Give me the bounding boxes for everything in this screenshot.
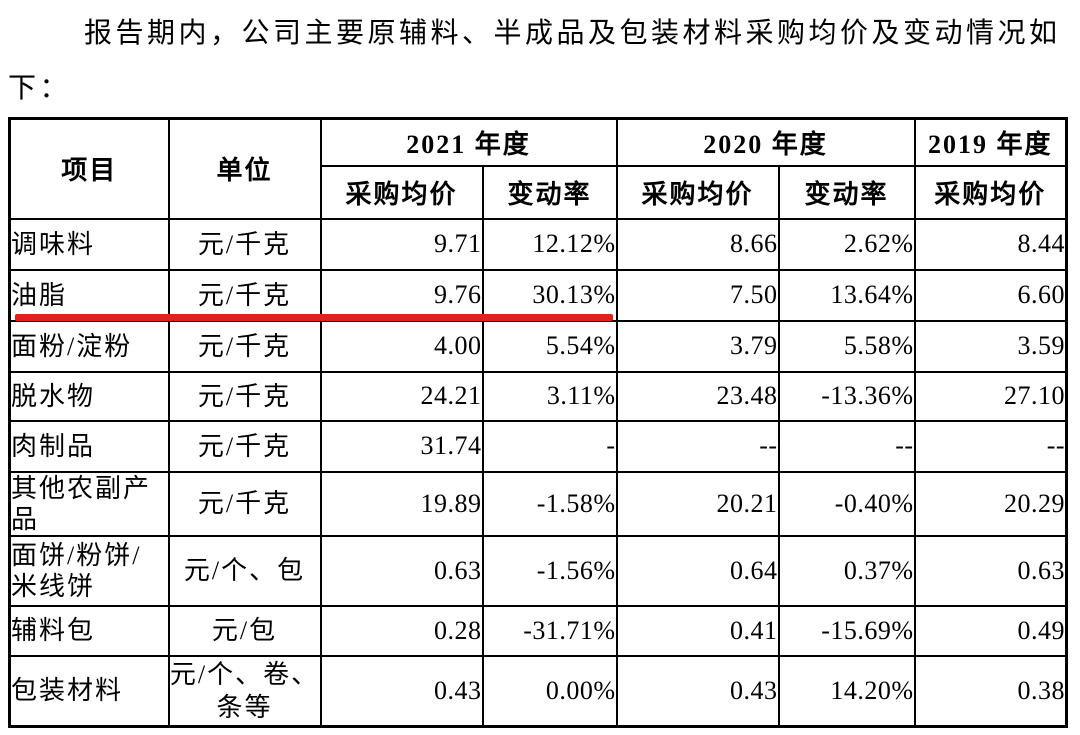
procurement-price-table: 项目 单位 2021 年度 2020 年度 2019 年度 采购均价 变动率 采… — [8, 117, 1069, 728]
price-2021-cell: 24.21 — [319, 370, 484, 422]
table-row: 面粉/淀粉 元/千克 4.00 5.54% 3.79 5.58% 3.59 — [8, 319, 1068, 373]
price-2020-cell: 0.41 — [615, 604, 780, 657]
table-row: 其他农副产品 元/千克 19.89 -1.58% 20.21 -0.40% 20.29 — [8, 470, 1068, 537]
price-2020-cell: 0.43 — [615, 654, 780, 728]
change-2021-cell: - — [481, 419, 618, 473]
unit-cell: 元/千克 — [167, 217, 322, 271]
unit-cell: 元/千克 — [167, 419, 322, 473]
header-year-2020: 2020 年度 — [615, 117, 916, 167]
header-row-metrics: 采购均价 变动率 采购均价 变动率 采购均价 — [10, 164, 1068, 220]
price-2019-cell: 3.59 — [913, 319, 1068, 373]
table-row: 油脂 元/千克 9.76 30.13% 7.50 13.64% 6.60 — [8, 268, 1068, 322]
table-header: 项目 单位 2021 年度 2020 年度 2019 年度 采购均价 变动率 采… — [8, 117, 1068, 220]
table-row: 面饼/粉饼/米线饼 元/个、包 0.63 -1.56% 0.64 0.37% 0.63 — [8, 534, 1068, 607]
unit-cell: 元/千克 — [167, 470, 322, 537]
change-2021-cell: 3.11% — [481, 370, 618, 422]
price-2021-cell: 9.71 — [319, 217, 484, 271]
change-2020-cell: 13.64% — [777, 268, 916, 322]
header-avg-price-2019: 采购均价 — [913, 164, 1068, 220]
unit-cell: 元/个、卷、条等 — [167, 654, 322, 728]
price-2021-cell: 0.63 — [319, 534, 484, 607]
item-cell: 其他农副产品 — [8, 470, 170, 537]
table-row: 包装材料 元/个、卷、条等 0.43 0.00% 0.43 14.20% 0.38 — [8, 654, 1068, 728]
price-2021-cell: 4.00 — [319, 319, 484, 373]
header-avg-price-2021: 采购均价 — [319, 164, 484, 220]
change-2020-cell: 2.62% — [777, 217, 916, 271]
header-year-2021: 2021 年度 — [319, 117, 618, 167]
change-2021-cell: 5.54% — [481, 319, 618, 373]
price-2020-cell: 0.64 — [615, 534, 780, 607]
item-cell: 调味料 — [8, 217, 170, 271]
price-2019-cell: 0.63 — [913, 534, 1068, 607]
unit-cell: 元/千克 — [167, 268, 322, 322]
price-2020-cell: 23.48 — [615, 370, 780, 422]
item-cell: 面饼/粉饼/米线饼 — [8, 534, 170, 607]
price-2021-cell: 9.76 — [319, 268, 484, 322]
table-row: 肉制品 元/千克 31.74- -- -- -- — [8, 419, 1068, 473]
highlight-underline — [15, 314, 613, 321]
change-2020-cell: -15.69% — [777, 604, 916, 657]
change-2021-cell: -31.71% — [481, 604, 618, 657]
price-2021-cell: 19.89 — [319, 470, 484, 537]
change-2020-cell: 0.37% — [777, 534, 916, 607]
change-2020-cell: -13.36% — [777, 370, 916, 422]
header-change-rate-2021: 变动率 — [481, 164, 618, 220]
unit-cell: 元/千克 — [167, 319, 322, 373]
price-2020-cell: -- — [615, 419, 780, 473]
price-2019-cell: -- — [913, 419, 1068, 473]
item-cell: 肉制品 — [8, 419, 170, 473]
price-2019-cell: 6.60 — [913, 268, 1068, 322]
item-cell: 脱水物 — [8, 370, 170, 422]
intro-paragraph: 报告期内，公司主要原辅料、半成品及包装材料采购均价及变动情况如下： — [8, 18, 1061, 104]
price-2019-cell: 0.38 — [913, 654, 1068, 728]
change-2021-cell: 12.12% — [481, 217, 618, 271]
table-row: 辅料包 元/包 0.28 -31.71% 0.41 -15.69% 0.49 — [8, 604, 1068, 657]
header-row-years: 项目 单位 2021 年度 2020 年度 2019 年度 — [8, 117, 1068, 220]
price-2020-cell: 7.50 — [615, 268, 780, 322]
header-year-2019: 2019 年度 — [913, 117, 1068, 167]
price-2021-cell: 31.74 — [319, 419, 484, 473]
item-cell: 包装材料 — [8, 654, 170, 728]
unit-cell: 元/个、包 — [167, 534, 322, 607]
header-item: 项目 — [8, 117, 170, 220]
table-body: 调味料 元/千克 9.71 12.12% 8.66 2.62% 8.44 油脂 元/千克 9.76… — [8, 217, 1068, 728]
price-2019-cell: 20.29 — [913, 470, 1068, 537]
header-unit: 单位 — [167, 117, 322, 220]
unit-cell: 元/千克 — [167, 370, 322, 422]
change-2020-cell: -- — [777, 419, 916, 473]
price-2019-cell: 8.44 — [913, 217, 1068, 271]
change-2021-cell: -1.56% — [481, 534, 618, 607]
price-2019-cell: 0.49 — [913, 604, 1068, 657]
price-2019-cell: 27.10 — [913, 370, 1068, 422]
change-2020-cell: -0.40% — [777, 470, 916, 537]
price-2020-cell: 3.79 — [615, 319, 780, 373]
table-row: 调味料 元/千克 9.71 12.12% 8.66 2.62% 8.44 — [8, 217, 1068, 271]
unit-cell: 元/包 — [167, 604, 322, 657]
header-avg-price-2020: 采购均价 — [615, 164, 780, 220]
price-2020-cell: 20.21 — [615, 470, 780, 537]
price-2020-cell: 8.66 — [615, 217, 780, 271]
table-row: 脱水物 元/千克 24.21 3.11% 23.48 -13.36% 27.10 — [8, 370, 1068, 422]
change-2020-cell: 5.58% — [777, 319, 916, 373]
change-2021-cell: 30.13% — [481, 268, 618, 322]
item-cell: 油脂 — [8, 268, 170, 322]
price-2021-cell: 0.43 — [319, 654, 484, 728]
item-cell: 辅料包 — [8, 604, 170, 657]
price-2021-cell: 0.28 — [319, 604, 484, 657]
header-change-rate-2020: 变动率 — [777, 164, 916, 220]
change-2020-cell: 14.20% — [777, 654, 916, 728]
item-cell: 面粉/淀粉 — [8, 319, 170, 373]
change-2021-cell: -1.58% — [481, 470, 618, 537]
change-2021-cell: 0.00% — [481, 654, 618, 728]
